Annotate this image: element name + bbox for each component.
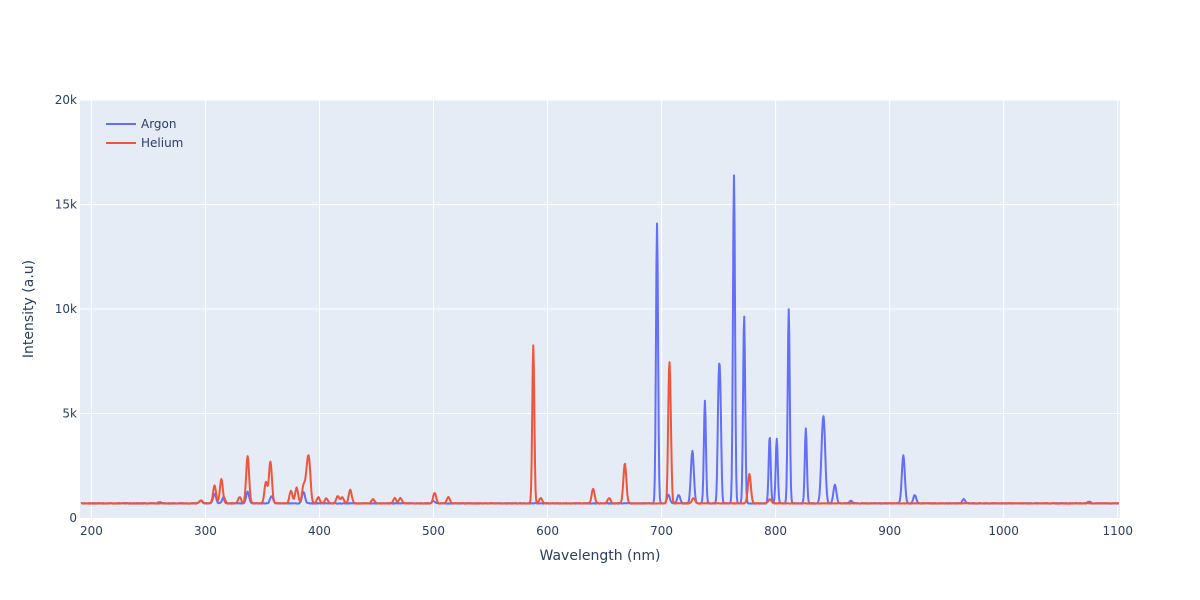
legend-box <box>100 108 189 156</box>
x-tick-label: 500 <box>422 524 445 538</box>
legend-label-helium[interactable]: Helium <box>141 136 183 150</box>
y-axis-ticks: 0 5k 10k 15k 20k <box>55 93 77 525</box>
x-tick-label: 800 <box>764 524 787 538</box>
y-tick-label: 0 <box>69 511 77 525</box>
y-axis-title: Intensity (a.u) <box>21 260 37 358</box>
x-axis-ticks: 200 300 400 500 600 700 800 900 1000 1100 <box>80 524 1133 538</box>
legend-label-argon[interactable]: Argon <box>141 117 177 131</box>
legend[interactable]: Argon Helium <box>100 108 189 156</box>
x-axis-title: Wavelength (nm) <box>540 548 661 564</box>
y-tick-label: 15k <box>55 198 77 212</box>
y-tick-label: 20k <box>55 93 77 107</box>
series-layer <box>80 174 1120 505</box>
y-tick-label: 5k <box>62 407 77 421</box>
x-tick-label: 600 <box>536 524 559 538</box>
x-tick-label: 700 <box>650 524 673 538</box>
x-tick-label: 300 <box>194 524 217 538</box>
x-tick-label: 1100 <box>1102 524 1133 538</box>
x-tick-label: 900 <box>878 524 901 538</box>
x-tick-label: 1000 <box>988 524 1019 538</box>
x-tick-label: 400 <box>308 524 331 538</box>
x-tick-label: 200 <box>80 524 103 538</box>
series-line-helium <box>80 344 1120 505</box>
y-tick-label: 10k <box>55 302 77 316</box>
